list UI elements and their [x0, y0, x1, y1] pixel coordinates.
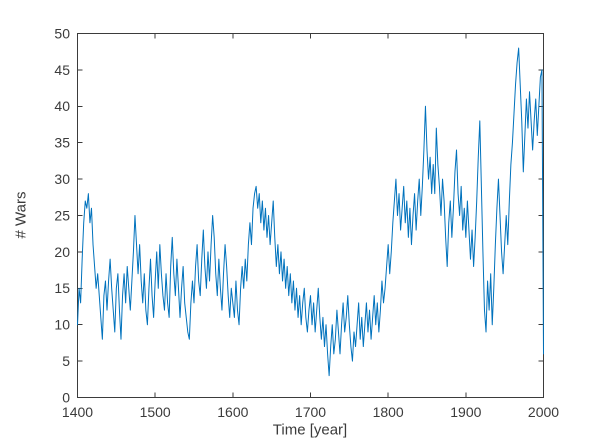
y-tick-label: 0 — [62, 389, 70, 405]
y-tick-label: 45 — [54, 62, 70, 78]
y-tick-label: 35 — [54, 135, 70, 151]
y-tick-label: 50 — [54, 25, 70, 41]
y-tick-label: 25 — [54, 207, 70, 223]
y-tick-label: 5 — [62, 353, 70, 369]
x-tick-label: 1900 — [450, 404, 481, 420]
x-axis-label: Time [year] — [272, 421, 348, 439]
x-tick-label: 1800 — [373, 404, 404, 420]
x-tick-label: 2000 — [528, 404, 559, 420]
plot-box — [77, 33, 544, 398]
x-tick-label: 1700 — [295, 404, 326, 420]
wars-series-line — [77, 47, 544, 377]
y-tick-label: 30 — [54, 171, 70, 187]
y-tick-label: 15 — [54, 280, 70, 296]
y-tick-label: 10 — [54, 317, 70, 333]
x-tick-label: 1500 — [140, 404, 171, 420]
x-tick-label: 1600 — [217, 404, 248, 420]
y-axis-label: # Wars — [12, 191, 30, 239]
x-tick-label: 1400 — [62, 404, 93, 420]
y-tick-label: 40 — [54, 98, 70, 114]
y-tick-label: 20 — [54, 244, 70, 260]
